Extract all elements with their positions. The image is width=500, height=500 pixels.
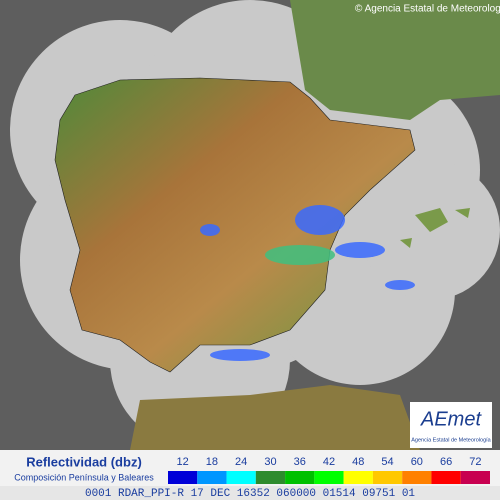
color-swatch — [226, 471, 256, 484]
balearics — [400, 208, 470, 248]
color-swatch — [197, 471, 227, 484]
color-swatch — [431, 471, 461, 484]
status-bar: 0001 RDAR_PPI-R 17 DEC 16352 060000 0151… — [85, 488, 415, 500]
africa — [130, 385, 420, 450]
scale-label: 42 — [323, 456, 335, 468]
scale-label: 54 — [381, 456, 393, 468]
logo-name: AEmet — [420, 408, 482, 430]
color-swatch — [285, 471, 315, 484]
scale-label: 60 — [411, 456, 423, 468]
scale-label: 72 — [469, 456, 481, 468]
logo-subtitle: Agencia Estatal de Meteorología — [411, 437, 491, 443]
color-swatch — [343, 471, 373, 484]
color-swatch — [372, 471, 403, 484]
radar-echoes — [200, 205, 415, 361]
france — [290, 0, 500, 120]
color-swatch — [460, 471, 490, 484]
copyright: © Agencia Estatal de Meteorología — [355, 4, 500, 15]
color-swatch — [255, 471, 286, 484]
legend-subtitle: Composición Península y Baleares — [14, 472, 154, 482]
color-swatch — [168, 471, 198, 484]
color-swatch — [314, 471, 344, 484]
scale-label: 30 — [264, 456, 276, 468]
iberia — [54, 77, 416, 373]
scale-label: 36 — [294, 456, 306, 468]
color-scale: 12 18 24 30 36 42 48 54 60 66 72 — [168, 456, 490, 484]
legend-title: Reflectividad (dbz) — [26, 454, 142, 469]
scale-label: 24 — [235, 456, 247, 468]
logo-box — [410, 402, 492, 448]
color-swatch — [402, 471, 432, 484]
scale-label: 18 — [206, 456, 218, 468]
scale-label: 12 — [177, 456, 189, 468]
scale-label: 48 — [352, 456, 364, 468]
status-panel — [0, 486, 500, 500]
scale-label: 66 — [440, 456, 452, 468]
